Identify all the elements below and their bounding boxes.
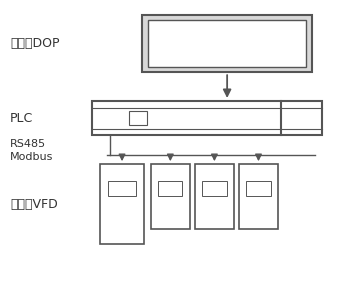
Bar	[151, 164, 190, 229]
Text: 变频器VFD: 变频器VFD	[10, 198, 58, 211]
Bar	[239, 164, 278, 229]
Bar	[142, 15, 312, 72]
Bar	[129, 111, 147, 125]
Text: 触摸屏DOP: 触摸屏DOP	[10, 37, 60, 50]
Bar	[202, 181, 226, 196]
Bar	[108, 181, 136, 196]
Text: PLC: PLC	[10, 112, 34, 125]
Bar	[92, 101, 322, 135]
Bar	[100, 164, 144, 244]
Text: RS485
Modbus: RS485 Modbus	[10, 139, 54, 162]
Bar	[246, 181, 271, 196]
Bar	[148, 20, 306, 67]
Bar	[195, 164, 234, 229]
Bar	[158, 181, 182, 196]
